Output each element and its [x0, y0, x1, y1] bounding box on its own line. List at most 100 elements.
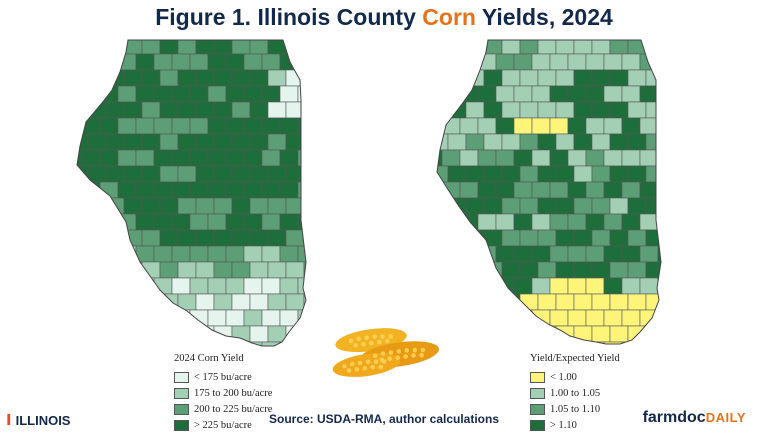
county-cell: [249, 261, 269, 279]
farmdoc-daily-logo: farmdocDAILY: [643, 409, 746, 427]
county-cell: [195, 101, 215, 119]
county-cell: [483, 229, 503, 247]
county-cell: [549, 245, 569, 263]
county-cell: [465, 261, 485, 279]
county-cell: [537, 165, 557, 183]
county-cell: [213, 197, 233, 215]
county-cell: [231, 133, 251, 151]
county-cell: [591, 133, 611, 151]
county-cell: [249, 229, 269, 247]
county-cell: [213, 229, 233, 247]
county-cell: [135, 149, 155, 167]
county-cell: [243, 309, 263, 327]
county-cell: [531, 245, 551, 263]
county-cell: [207, 245, 227, 263]
county-cell: [243, 245, 263, 263]
county-cell: [159, 325, 179, 343]
county-cell: [483, 325, 503, 343]
county-cell: [657, 117, 661, 135]
county-cell: [231, 69, 251, 87]
county-cell: [567, 245, 587, 263]
county-cell: [483, 101, 503, 119]
county-cell: [77, 101, 89, 119]
county-cell: [77, 245, 83, 263]
county-cell: [465, 229, 485, 247]
county-cell: [573, 197, 593, 215]
county-cell: [591, 261, 611, 279]
county-cell: [441, 213, 461, 231]
county-cell: [483, 133, 503, 151]
county-cell: [573, 165, 593, 183]
county-cell: [621, 213, 641, 231]
county-cell: [664, 230, 682, 246]
county-cell: [117, 341, 137, 346]
county-cell: [267, 293, 287, 311]
county-cell: [447, 69, 467, 87]
brand-farmdoc: farmdoc: [642, 409, 706, 426]
county-cell: [567, 309, 587, 327]
legend-label: 1.05 to 1.10: [550, 403, 601, 415]
county-cell: [645, 293, 661, 311]
brand-daily: DAILY: [705, 410, 746, 425]
county-cell: [585, 117, 605, 135]
county-cell: [645, 133, 661, 151]
legend-label: > 1.10: [550, 419, 577, 431]
county-cell: [225, 53, 245, 71]
county-cell: [303, 293, 306, 311]
county-cell: [603, 181, 623, 199]
county-cell: [77, 117, 83, 135]
county-cell: [495, 85, 515, 103]
county-cell: [567, 277, 587, 295]
county-cell: [621, 245, 641, 263]
county-cell: [105, 40, 125, 55]
county-cell: [249, 197, 269, 215]
corn-icon: [332, 328, 439, 377]
county-cell: [437, 245, 443, 263]
county-cell: [285, 229, 305, 247]
county-cell: [639, 117, 659, 135]
county-cell: [153, 117, 173, 135]
map-yield-ratio-outline: [436, 39, 662, 345]
county-cell: [645, 261, 661, 279]
county-cell: [123, 293, 143, 311]
county-cell: [177, 229, 197, 247]
legend-swatch: [530, 371, 545, 383]
county-cell: [123, 325, 143, 343]
source-note: Source: USDA-RMA, author calculations: [268, 412, 500, 426]
county-cell: [531, 53, 551, 71]
county-cell: [627, 101, 647, 119]
county-cell: [117, 117, 137, 135]
county-cell: [99, 341, 119, 346]
county-cell: [123, 229, 143, 247]
county-cell: [483, 197, 503, 215]
county-cell: [159, 293, 179, 311]
county-cell: [99, 53, 119, 71]
county-cell: [141, 229, 161, 247]
county-cell: [477, 309, 497, 327]
county-cell: [609, 197, 629, 215]
county-cell: [141, 133, 161, 151]
county-cell: [213, 293, 233, 311]
county-cell: [81, 341, 101, 346]
county-cell: [459, 181, 479, 199]
map-yield-ratio-counties: [437, 40, 682, 344]
county-cell: [153, 85, 173, 103]
county-cell: [513, 277, 533, 295]
county-cell: [135, 85, 155, 103]
county-cell: [465, 165, 485, 183]
county-cell: [585, 277, 605, 295]
county-cell: [249, 101, 269, 119]
county-cell: [627, 133, 647, 151]
county-cell: [225, 213, 245, 231]
county-cell: [483, 69, 503, 87]
county-cell: [213, 165, 233, 183]
county-cell: [639, 341, 659, 344]
county-cell: [77, 197, 89, 215]
legend-item: < 175 bu/acre: [174, 369, 272, 385]
county-cell: [501, 197, 521, 215]
county-cell: [261, 245, 281, 263]
county-cell: [567, 213, 587, 231]
county-cell: [207, 181, 227, 199]
county-cell: [447, 40, 467, 55]
